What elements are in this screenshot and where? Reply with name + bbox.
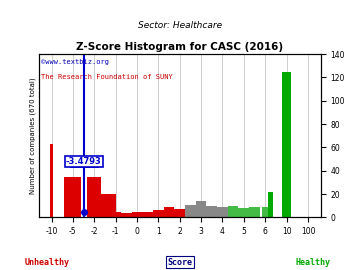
Bar <box>121 213 132 217</box>
Text: Unhealthy: Unhealthy <box>24 258 69 266</box>
Text: -3.4793: -3.4793 <box>66 157 102 166</box>
Text: ©www.textbiz.org: ©www.textbiz.org <box>41 59 109 65</box>
Text: Sector: Healthcare: Sector: Healthcare <box>138 21 222 30</box>
Bar <box>282 72 291 217</box>
Bar <box>196 201 206 217</box>
Bar <box>268 192 273 217</box>
Bar <box>249 207 260 217</box>
Bar <box>164 207 174 217</box>
Bar <box>142 212 153 217</box>
Text: Healthy: Healthy <box>296 258 331 266</box>
Bar <box>238 208 249 217</box>
Text: Score: Score <box>167 258 193 266</box>
Text: The Research Foundation of SUNY: The Research Foundation of SUNY <box>41 74 173 80</box>
Title: Z-Score Histogram for CASC (2016): Z-Score Histogram for CASC (2016) <box>76 42 283 52</box>
Bar <box>262 207 269 217</box>
Bar <box>217 207 228 217</box>
Bar <box>110 212 121 217</box>
Y-axis label: Number of companies (670 total): Number of companies (670 total) <box>30 77 36 194</box>
Bar <box>185 205 196 217</box>
Bar <box>174 209 185 217</box>
Bar <box>228 206 238 217</box>
Bar <box>132 212 142 217</box>
Bar <box>87 177 102 217</box>
Bar <box>64 177 81 217</box>
Bar <box>153 210 164 217</box>
Bar <box>94 194 116 217</box>
Bar <box>50 144 53 217</box>
Bar <box>206 206 217 217</box>
